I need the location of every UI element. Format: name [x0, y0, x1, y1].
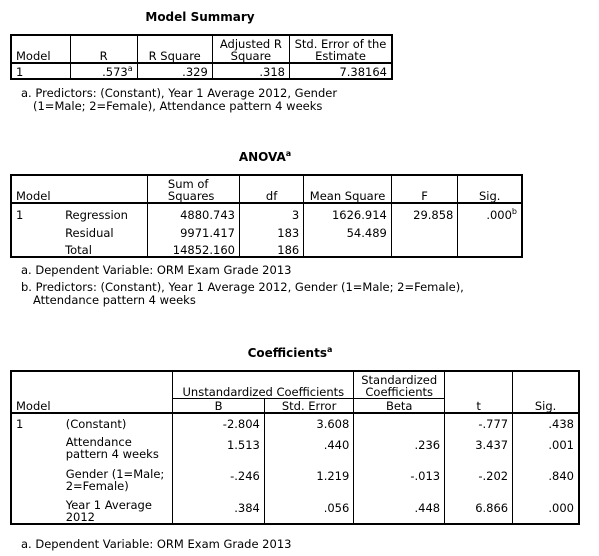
- value-sig: .001: [548, 438, 574, 452]
- row-label: Residual: [61, 221, 148, 239]
- value-beta: -.013: [353, 460, 446, 492]
- value-ss: 14852.160: [147, 239, 240, 257]
- header-blank: [61, 175, 148, 204]
- value-df: 186: [239, 239, 305, 257]
- header-std-error: Std. Error of the Estimate: [289, 35, 392, 64]
- header-beta: Beta: [353, 398, 446, 414]
- value-sig: .438: [548, 417, 574, 431]
- anova-title: ANOVAa: [238, 149, 292, 165]
- value-adj-r-square: .318: [212, 63, 291, 79]
- row-label: Year 1 Average 2012: [61, 492, 174, 524]
- value-b: 1.513: [172, 430, 265, 460]
- value-t: -.202: [444, 460, 514, 492]
- value-std-error: 7.38164: [339, 65, 387, 79]
- value-b: .384: [172, 492, 265, 524]
- value-beta: .448: [353, 492, 446, 524]
- header-sum-of-squares: Sum of Squares: [147, 175, 240, 204]
- model-number: 1: [16, 208, 24, 222]
- value-ss: 9971.417: [147, 221, 240, 239]
- value-df: 3: [239, 203, 305, 221]
- header-r-square: R Square: [137, 35, 213, 64]
- header-t: t: [444, 398, 514, 414]
- model-summary-title: Model Summary: [145, 10, 255, 24]
- value-sig: .000: [548, 500, 574, 515]
- value-sig: .840: [548, 469, 574, 483]
- header-adj-r-square: Adjusted R Square: [212, 35, 291, 64]
- value-df: 183: [239, 221, 305, 239]
- coefficients-note: a. Dependent Variable: ORM Exam Grade 20…: [21, 537, 292, 551]
- coefficients-title: Coefficientsa: [247, 345, 333, 361]
- header-unstandardized: Unstandardized Coefficients: [172, 371, 355, 399]
- row-label: (Constant): [61, 413, 174, 430]
- model-number: 1: [16, 417, 24, 431]
- value-f: 29.858: [391, 203, 459, 221]
- anova-notes: a. Dependent Variable: ORM Exam Grade 20…: [21, 263, 464, 307]
- value-r-square: .329: [137, 63, 213, 79]
- header-standardized: Standardized Coefficients: [353, 371, 446, 399]
- value-r: .573a: [70, 63, 138, 79]
- row-label: Regression: [61, 203, 148, 221]
- row-label: Attendance pattern 4 weeks: [61, 430, 174, 460]
- value-t: 6.866: [444, 492, 514, 524]
- value-b: -.246: [172, 460, 265, 492]
- value-beta: .236: [353, 430, 446, 460]
- row-label: Gender (1=Male; 2=Female): [61, 460, 174, 492]
- header-mean-square: Mean Square: [303, 175, 392, 204]
- value-t: 3.437: [444, 430, 514, 460]
- value-se: .440: [264, 430, 355, 460]
- header-model: Model: [11, 35, 71, 64]
- header-sig: Sig.: [512, 398, 579, 414]
- value-ss: 4880.743: [147, 203, 240, 221]
- model-summary-table: Model R R Square Adjusted R Square Std. …: [10, 34, 393, 80]
- header-model: Model: [11, 175, 62, 204]
- header-model: Model: [11, 398, 62, 414]
- value-se: 1.219: [264, 460, 355, 492]
- model-summary-note: a. Predictors: (Constant), Year 1 Averag…: [21, 86, 338, 113]
- row-label: Total: [61, 239, 148, 257]
- value-ms: 1626.914: [303, 203, 392, 221]
- value-se: 3.608: [264, 413, 355, 430]
- header-sig: Sig.: [457, 175, 522, 204]
- header-r: R: [70, 35, 138, 64]
- header-df: df: [239, 175, 305, 204]
- header-std-error: Std. Error: [264, 398, 355, 414]
- header-f: F: [391, 175, 459, 204]
- header-b: B: [172, 398, 265, 414]
- coefficients-table: Unstandardized Coefficients Standardized…: [10, 370, 580, 525]
- value-ms: 54.489: [303, 221, 392, 239]
- value-b: -2.804: [172, 413, 265, 430]
- anova-table: Model Sum of Squares df Mean Square F Si…: [10, 174, 523, 258]
- model-number: 1: [11, 63, 71, 79]
- value-sig: .000b: [486, 207, 517, 222]
- value-t: -.777: [444, 413, 514, 430]
- value-se: .056: [264, 492, 355, 524]
